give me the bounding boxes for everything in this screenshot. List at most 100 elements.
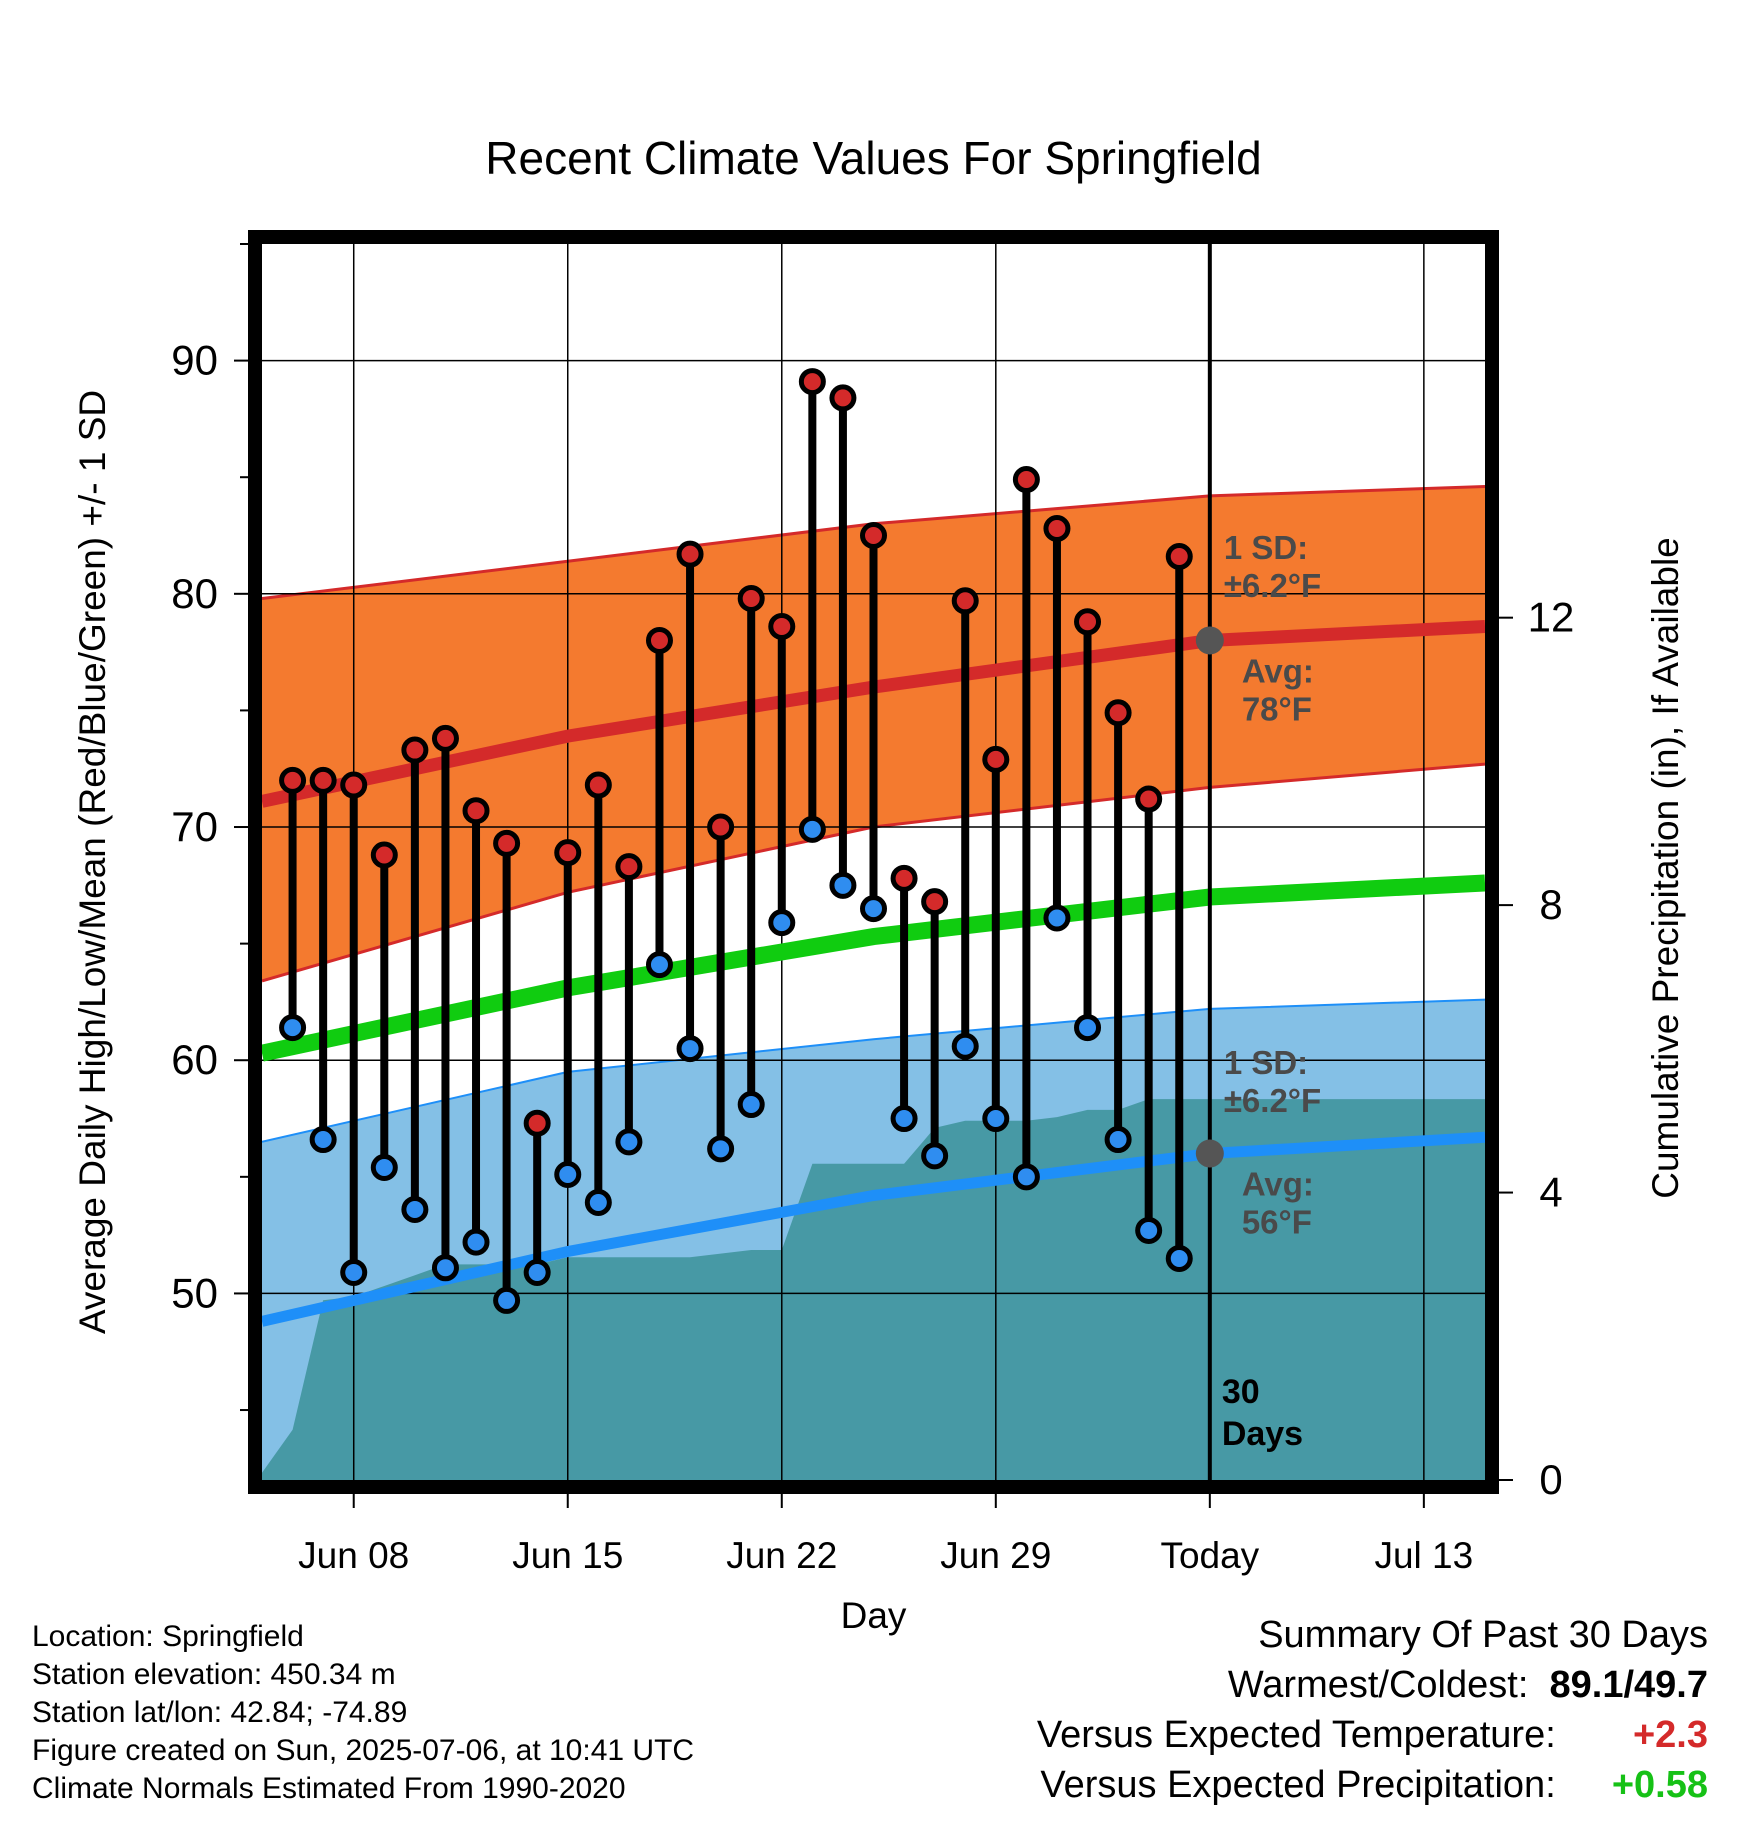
- low-average-line: [262, 1131, 1485, 1327]
- daily-high-point: [523, 1109, 551, 1137]
- daily-high-point: [951, 587, 979, 615]
- plot-frame: [248, 230, 1499, 1494]
- mean-average-line: [262, 874, 1485, 1062]
- x-tick-label: Jun 08: [298, 1535, 409, 1576]
- daily-high-point: [707, 813, 735, 841]
- location-text: Location: Springfield: [32, 1620, 304, 1653]
- summary-warm-cold-label: Warmest/Coldest:: [1227, 1664, 1529, 1706]
- daily-high-point: [431, 724, 459, 752]
- daily-low-point: [982, 1105, 1010, 1133]
- summary-precip-label: Versus Expected Precipitation:: [1040, 1764, 1556, 1806]
- daily-high-point: [279, 766, 307, 794]
- summary-precip-row: Versus Expected Precipitation: +0.58: [1037, 1760, 1708, 1810]
- daily-low-point: [951, 1032, 979, 1060]
- daily-high-point: [1043, 515, 1071, 543]
- daily-low-point: [798, 815, 826, 843]
- y-tick-label: 70: [171, 803, 218, 850]
- y-tick-label: 80: [171, 570, 218, 617]
- high-avg-annotation: Avg: 78°F: [1242, 652, 1314, 727]
- summary-temp-value: +2.3: [1632, 1714, 1708, 1756]
- summary-precip-value: +0.58: [1611, 1764, 1708, 1806]
- today-low-average-marker: [1195, 1139, 1224, 1168]
- daily-high-point: [401, 736, 429, 764]
- low-avg-annotation: Avg: 56°F: [1242, 1165, 1314, 1240]
- daily-high-point: [615, 853, 643, 881]
- daily-low-point: [523, 1258, 551, 1286]
- chart-title: Recent Climate Values For Springfield: [485, 132, 1261, 184]
- daily-low-point: [768, 909, 796, 937]
- daily-low-point: [921, 1142, 949, 1170]
- x-tick-label: Jun 29: [940, 1535, 1051, 1576]
- days-window-label: 30 Days: [1222, 1373, 1303, 1453]
- daily-high-point: [798, 368, 826, 396]
- low-sd-annotation: 1 SD: ±6.2°F: [1224, 1044, 1321, 1119]
- y2-tick-label: 4: [1539, 1169, 1562, 1216]
- daily-high-point: [1074, 608, 1102, 636]
- daily-low-point: [431, 1254, 459, 1282]
- daily-low-point: [1043, 904, 1071, 932]
- plot-area: [262, 244, 1485, 1480]
- y-axis-label: Average Daily High/Low/Mean (Red/Blue/Gr…: [72, 390, 113, 1334]
- y2-tick-label: 0: [1539, 1456, 1562, 1503]
- summary-warm-cold-value: 89.1/49.7: [1549, 1664, 1708, 1706]
- summary-temp-row: Versus Expected Temperature: +2.3: [1037, 1710, 1708, 1760]
- daily-high-point: [340, 771, 368, 799]
- daily-low-point: [737, 1091, 765, 1119]
- daily-high-point: [309, 766, 337, 794]
- daily-low-point: [676, 1035, 704, 1063]
- daily-low-point: [340, 1258, 368, 1286]
- daily-high-point: [1135, 785, 1163, 813]
- y2-tick-label: 8: [1539, 881, 1562, 928]
- summary-temp-label: Versus Expected Temperature:: [1036, 1714, 1556, 1756]
- daily-high-point: [493, 829, 521, 857]
- daily-high-point: [982, 745, 1010, 773]
- today-high-average-marker: [1195, 626, 1224, 655]
- daily-high-point: [584, 771, 612, 799]
- elevation-text: Station elevation: 450.34 m: [32, 1658, 396, 1691]
- daily-high-point: [554, 839, 582, 867]
- daily-high-point: [860, 522, 887, 550]
- summary-panel: Summary Of Past 30 Days Warmest/Coldest:…: [1037, 1610, 1708, 1810]
- daily-high-point: [829, 384, 857, 412]
- summary-warm-cold-row: Warmest/Coldest: 89.1/49.7: [1037, 1660, 1708, 1710]
- y-tick-label: 90: [171, 337, 218, 384]
- daily-low-point: [554, 1160, 582, 1188]
- daily-high-point: [676, 540, 704, 568]
- summary-heading: Summary Of Past 30 Days: [1258, 1614, 1708, 1656]
- y2-axis-label: Cumulative Precipitation (in), If Availa…: [1645, 537, 1686, 1199]
- daily-high-point: [1165, 542, 1193, 570]
- daily-low-point: [615, 1128, 643, 1156]
- x-tick-label: Today: [1160, 1535, 1259, 1576]
- daily-high-point: [370, 841, 398, 869]
- daily-high-point: [462, 797, 490, 825]
- daily-low-point: [1165, 1244, 1193, 1272]
- daily-high-point: [768, 612, 796, 640]
- station-info: Location: Springfield Station elevation:…: [32, 1618, 694, 1808]
- daily-low-point: [462, 1228, 490, 1256]
- daily-high-point: [890, 864, 918, 892]
- daily-low-point: [1104, 1126, 1132, 1154]
- daily-low-point: [401, 1195, 429, 1223]
- daily-low-point: [860, 895, 887, 923]
- high-sd-annotation: 1 SD: ±6.2°F: [1224, 529, 1321, 604]
- normals-period-text: Climate Normals Estimated From 1990-2020: [32, 1772, 626, 1805]
- x-tick-label: Jun 15: [512, 1535, 623, 1576]
- daily-high-point: [645, 626, 673, 654]
- daily-high-point: [1012, 466, 1040, 494]
- daily-low-point: [890, 1105, 918, 1133]
- y2-tick-label: 12: [1528, 594, 1575, 641]
- x-axis-label: Day: [841, 1595, 907, 1636]
- created-text: Figure created on Sun, 2025-07-06, at 10…: [32, 1734, 695, 1767]
- daily-low-point: [1012, 1163, 1040, 1191]
- daily-low-point: [829, 871, 857, 899]
- daily-high-point: [737, 584, 765, 612]
- daily-low-point: [707, 1135, 735, 1163]
- daily-high-point: [921, 888, 949, 916]
- daily-low-point: [493, 1286, 521, 1314]
- daily-low-point: [1135, 1216, 1163, 1244]
- low-sd-upper-line: [262, 998, 1485, 1143]
- y-tick-label: 50: [171, 1269, 218, 1316]
- daily-low-point: [584, 1188, 612, 1216]
- daily-low-point: [370, 1154, 398, 1182]
